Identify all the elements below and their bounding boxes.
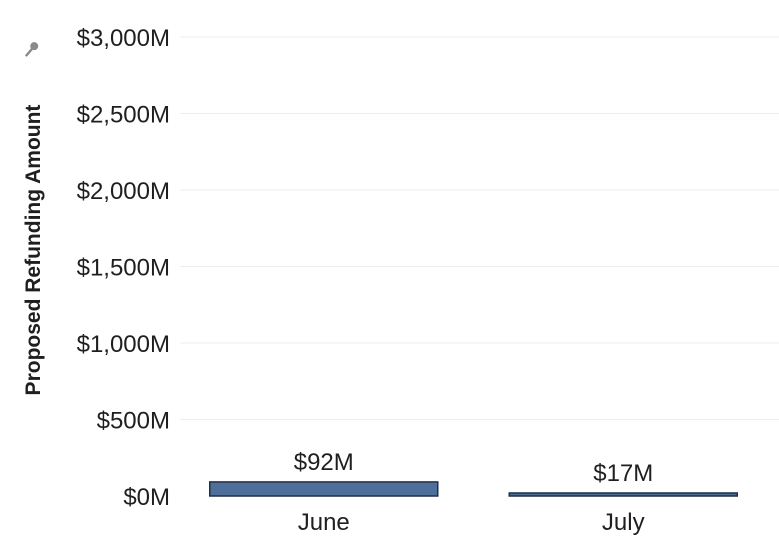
y-tick-label: $1,500M (77, 255, 170, 282)
bar-july[interactable] (508, 492, 738, 497)
bar-june[interactable] (209, 481, 439, 497)
data-label-july: $17M (593, 460, 653, 487)
data-label-june: $92M (294, 449, 354, 476)
x-axis-categories: June July (298, 509, 645, 536)
y-axis-ticks: $0M $500M $1,000M $1,500M $2,000M $2,500M $3,0… (77, 25, 170, 511)
gridlines (180, 36, 779, 420)
y-tick-label: $500M (97, 408, 170, 435)
x-category-june: June (298, 509, 350, 536)
x-category-july: July (602, 509, 645, 536)
y-axis-title: Proposed Refunding Amount (22, 105, 45, 396)
pin-icon[interactable] (23, 41, 40, 59)
y-tick-label: $0M (123, 484, 170, 511)
y-tick-label: $1,000M (77, 331, 170, 358)
y-tick-label: $3,000M (77, 25, 170, 52)
bars (209, 481, 738, 497)
y-tick-label: $2,500M (77, 102, 170, 129)
data-labels: $92M $17M (294, 449, 654, 487)
y-tick-label: $2,000M (77, 178, 170, 205)
